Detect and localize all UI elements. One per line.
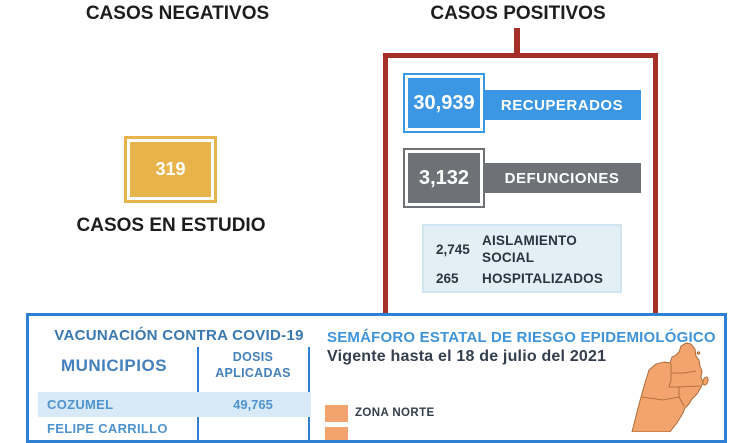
- hospitalizados-label: HOSPITALIZADOS: [482, 270, 604, 286]
- table-row-cozumel: COZUMEL 49,765: [38, 392, 311, 417]
- zona-norte-swatch: [325, 405, 348, 422]
- vacunacion-title: VACUNACIÓN CONTRA COVID-19: [54, 327, 304, 344]
- quintana-roo-map: [629, 340, 724, 433]
- quintana-roo-map-svg: [631, 342, 709, 433]
- recuperados-ribbon: RECUPERADOS: [483, 90, 641, 120]
- municipal-boundary: [671, 370, 697, 374]
- aislamiento-value: 2,745: [436, 241, 470, 257]
- aislamiento-label: AISLAMIENTO SOCIAL: [482, 233, 577, 265]
- dosis-value: 49,765: [233, 397, 273, 412]
- recuperados-value: 30,939: [403, 73, 485, 133]
- semaforo-subtitle: Vigente hasta el 18 de julio del 2021: [327, 348, 607, 365]
- hospitalizados-value: 265: [436, 270, 459, 286]
- positivos-connector-line: [514, 28, 520, 56]
- municipio-name: FELIPE CARRILLO: [47, 421, 168, 436]
- casos-en-estudio-box: 319: [124, 136, 217, 203]
- municipal-boundary: [678, 385, 701, 388]
- defunciones-ribbon: DEFUNCIONES: [483, 163, 641, 193]
- covid-dashboard: { "colors": { "red": "#a43029", "blue": …: [26, 3, 727, 443]
- bottom-panel: VACUNACIÓN CONTRA COVID-19 MUNICIPIOS DO…: [26, 313, 727, 443]
- heading-casos-negativos: CASOS NEGATIVOS: [85, 3, 270, 24]
- islet: [696, 351, 701, 355]
- zona-sur-swatch: [325, 427, 348, 440]
- column-header-municipios: MUNICIPIOS: [60, 356, 168, 375]
- hospitalizados-row: 265 HOSPITALIZADOS: [436, 267, 620, 289]
- table-row-felipe-carrillo: FELIPE CARRILLO: [38, 420, 311, 440]
- cozumel-island: [702, 376, 709, 386]
- municipal-boundary: [641, 396, 680, 401]
- state-outline: [631, 342, 704, 433]
- semaforo-title: SEMÁFORO ESTATAL DE RIESGO EPIDEMIOLÓGIC…: [327, 329, 716, 346]
- municipio-name: COZUMEL: [47, 397, 114, 412]
- heading-casos-positivos: CASOS POSITIVOS: [430, 3, 606, 24]
- zona-norte-label: ZONA NORTE: [355, 407, 435, 419]
- heading-casos-en-estudio: CASOS EN ESTUDIO: [76, 215, 266, 236]
- aislamiento-row: 2,745 AISLAMIENTO SOCIAL: [436, 231, 620, 267]
- column-header-dosis: DOSIS APLICADAS: [215, 350, 291, 380]
- municipal-boundary: [678, 396, 685, 407]
- defunciones-value: 3,132: [403, 148, 485, 208]
- municipal-boundary: [668, 363, 680, 397]
- detalle-casos-box: 2,745 AISLAMIENTO SOCIAL 265 HOSPITALIZA…: [422, 224, 622, 293]
